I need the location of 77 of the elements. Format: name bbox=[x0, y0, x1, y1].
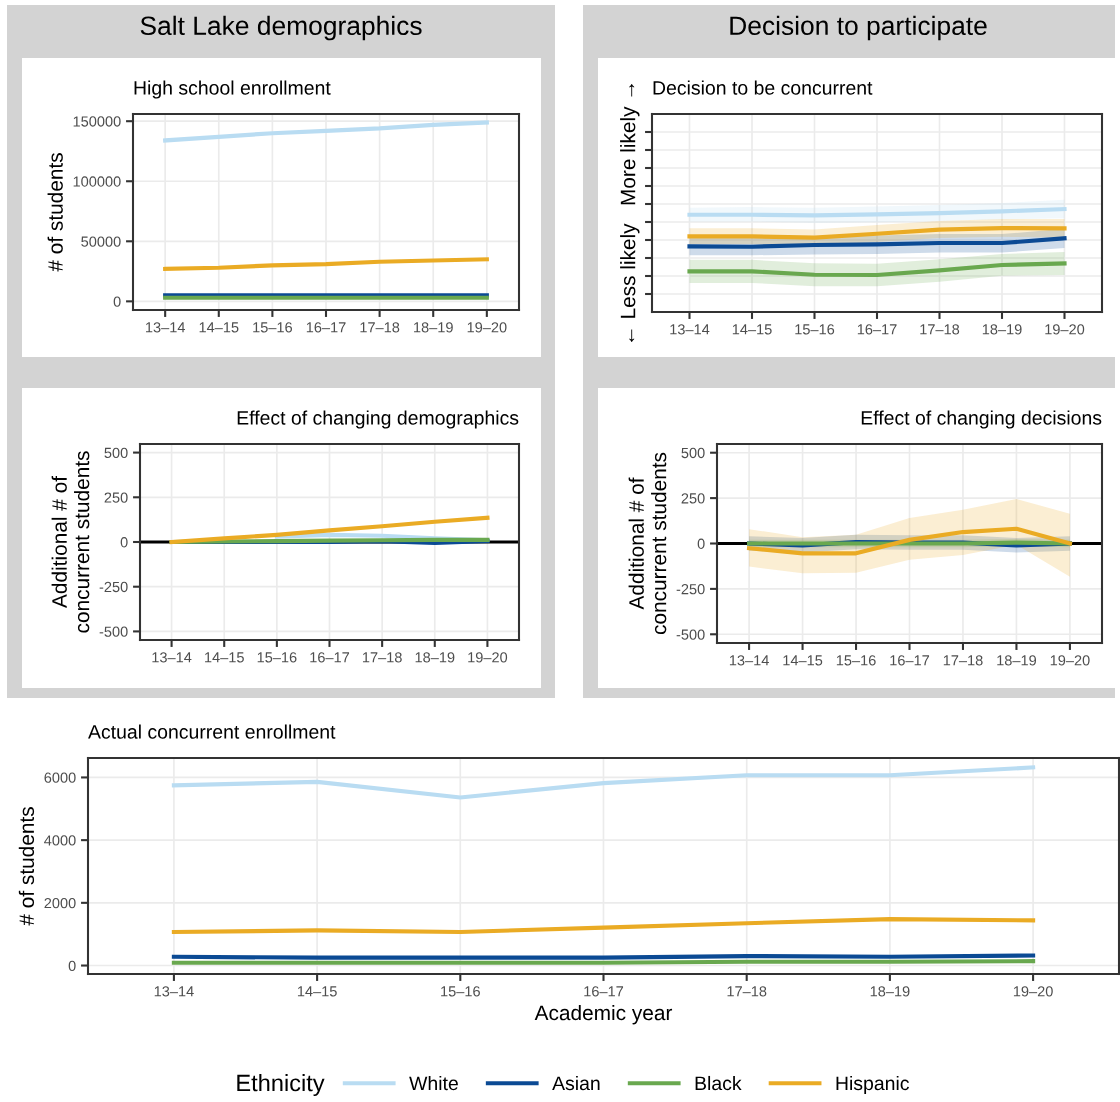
x-axis-title: Academic year bbox=[534, 1004, 673, 1025]
chart-title: Salt Lake demographics bbox=[140, 15, 422, 41]
legend-label: Asian bbox=[552, 1075, 600, 1091]
legend-title: Ethnicity bbox=[237, 1073, 325, 1097]
legend-label: Hispanic bbox=[836, 1075, 909, 1095]
chart-title: Effect of changing decisions bbox=[861, 410, 1102, 429]
x-tick-label: 13–14 bbox=[154, 986, 194, 997]
y-axis-title: # of students bbox=[47, 153, 63, 272]
x-tick-label: 16–17 bbox=[857, 324, 897, 335]
x-tick-label: 15–16 bbox=[253, 322, 293, 333]
y-tick-label: 2000 bbox=[44, 897, 76, 909]
x-tick-label: 14–15 bbox=[205, 652, 244, 663]
line-series bbox=[171, 765, 1036, 800]
y-axis-title: Additional # of concurrent students bbox=[628, 452, 667, 635]
x-tick-label: 19–20 bbox=[467, 322, 507, 333]
y-tick-label: 6000 bbox=[44, 772, 76, 783]
chart-title: Decision to participate bbox=[730, 15, 987, 41]
y-tick-label: 4000 bbox=[44, 835, 76, 846]
x-tick-label: 19–20 bbox=[1013, 986, 1053, 997]
x-tick-label: 19–20 bbox=[1045, 324, 1085, 335]
y-tick-label: -500 bbox=[99, 626, 128, 637]
x-tick-label: 19–20 bbox=[1050, 655, 1090, 666]
x-tick-label: 17–18 bbox=[920, 324, 960, 335]
x-tick-label: 14–15 bbox=[199, 322, 239, 333]
line-series bbox=[163, 120, 489, 143]
chart-subtitle: High school enrollment bbox=[134, 80, 331, 99]
x-tick-label: 19–20 bbox=[468, 652, 508, 663]
x-tick-label: 16–17 bbox=[890, 655, 930, 666]
x-tick-label: 13–14 bbox=[152, 652, 192, 663]
y-tick-label: -500 bbox=[676, 629, 705, 640]
x-tick-label: 15–16 bbox=[441, 986, 480, 997]
y-tick-label: 0 bbox=[120, 537, 128, 548]
x-tick-label: 16–17 bbox=[584, 986, 624, 997]
y-tick-label: 0 bbox=[68, 960, 76, 971]
y-axis-title: Additional # of concurrent students bbox=[51, 451, 90, 633]
x-tick-label: 18–19 bbox=[870, 986, 910, 997]
legend-label: White bbox=[409, 1075, 458, 1091]
x-tick-label: 18–19 bbox=[414, 322, 453, 333]
x-tick-label: 18–19 bbox=[982, 324, 1022, 335]
y-tick-label: 100000 bbox=[73, 176, 121, 187]
y-tick-label: -250 bbox=[99, 581, 128, 593]
y-axis-title: ← Less likely More likely → bbox=[620, 84, 640, 342]
x-tick-label: 15–16 bbox=[836, 655, 876, 666]
line-series bbox=[746, 526, 1073, 556]
line-series bbox=[169, 515, 490, 545]
chart-title: Effect of changing demographics bbox=[237, 410, 519, 429]
x-tick-label: 18–19 bbox=[415, 652, 455, 663]
x-tick-label: 17–18 bbox=[943, 655, 983, 666]
x-tick-label: 15–16 bbox=[257, 652, 297, 663]
y-tick-label: -250 bbox=[676, 583, 705, 595]
x-tick-label: 13–14 bbox=[729, 655, 769, 666]
y-tick-label: 500 bbox=[681, 447, 705, 459]
x-tick-label: 16–17 bbox=[306, 322, 346, 333]
y-tick-label: 0 bbox=[697, 538, 705, 549]
legend-label: Black bbox=[695, 1075, 742, 1091]
chart-title: Actual concurrent enrollment bbox=[88, 724, 336, 739]
x-tick-label: 14–15 bbox=[732, 324, 772, 335]
y-axis-title: # of students bbox=[18, 807, 35, 926]
x-tick-label: 16–17 bbox=[310, 652, 350, 663]
y-tick-label: 250 bbox=[104, 492, 128, 503]
line-series bbox=[171, 917, 1036, 935]
x-tick-label: 17–18 bbox=[727, 986, 767, 997]
x-tick-label: 14–15 bbox=[297, 986, 337, 997]
x-tick-label: 13–14 bbox=[670, 324, 710, 335]
chart-subtitle: Decision to be concurrent bbox=[653, 80, 873, 95]
x-tick-label: 18–19 bbox=[997, 655, 1037, 666]
y-tick-label: 150000 bbox=[73, 116, 121, 127]
y-tick-label: 0 bbox=[113, 296, 121, 307]
x-tick-label: 17–18 bbox=[362, 652, 402, 663]
x-tick-label: 15–16 bbox=[795, 324, 835, 335]
x-tick-label: 14–15 bbox=[783, 655, 823, 666]
x-tick-label: 17–18 bbox=[360, 322, 400, 333]
y-tick-label: 50000 bbox=[81, 236, 121, 247]
y-tick-label: 250 bbox=[681, 493, 705, 504]
line-series bbox=[163, 257, 489, 272]
x-tick-label: 13–14 bbox=[146, 322, 186, 333]
y-tick-label: 500 bbox=[104, 447, 128, 459]
